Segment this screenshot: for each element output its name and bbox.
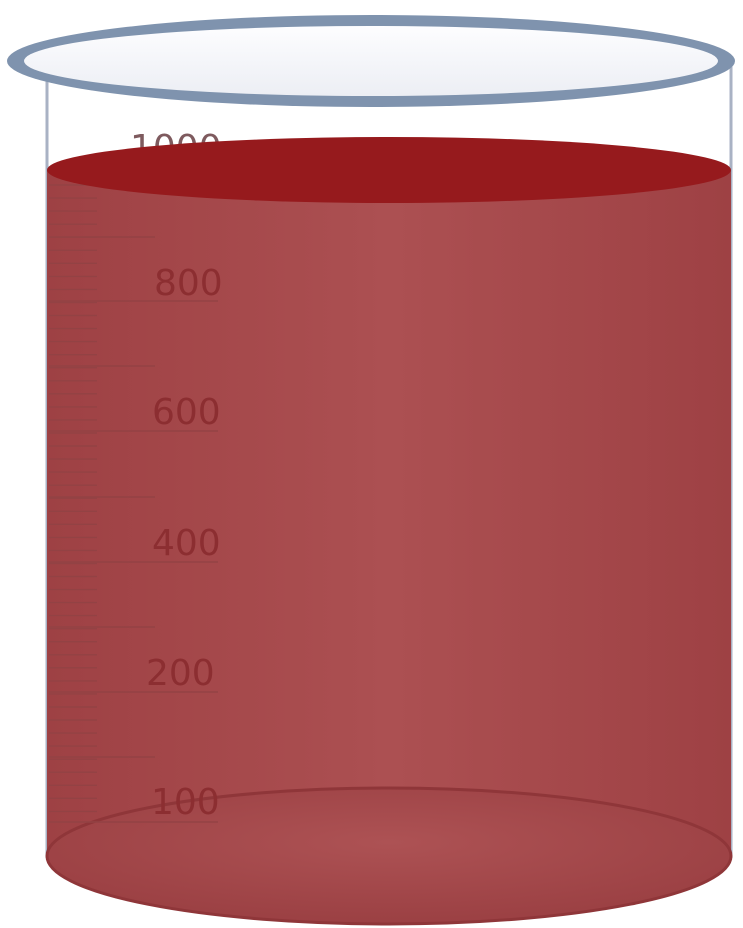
scale-label-400: 400	[152, 523, 221, 564]
scale-label-600: 600	[152, 392, 221, 433]
rim-inner	[24, 26, 718, 96]
scale-label-100: 100	[151, 782, 220, 823]
scale-label-800: 800	[154, 263, 223, 304]
liquid-bottom-ellipse	[45, 786, 733, 926]
beaker-rim	[7, 15, 735, 107]
graduation-ticks	[49, 236, 218, 823]
liquid	[45, 170, 733, 926]
liquid-body	[47, 170, 731, 924]
scale-labels-lower: 800 600 400 200 100	[146, 263, 223, 823]
scale-label-200: 200	[146, 653, 215, 694]
minor-ticks	[49, 184, 97, 813]
liquid-surface	[47, 137, 731, 203]
